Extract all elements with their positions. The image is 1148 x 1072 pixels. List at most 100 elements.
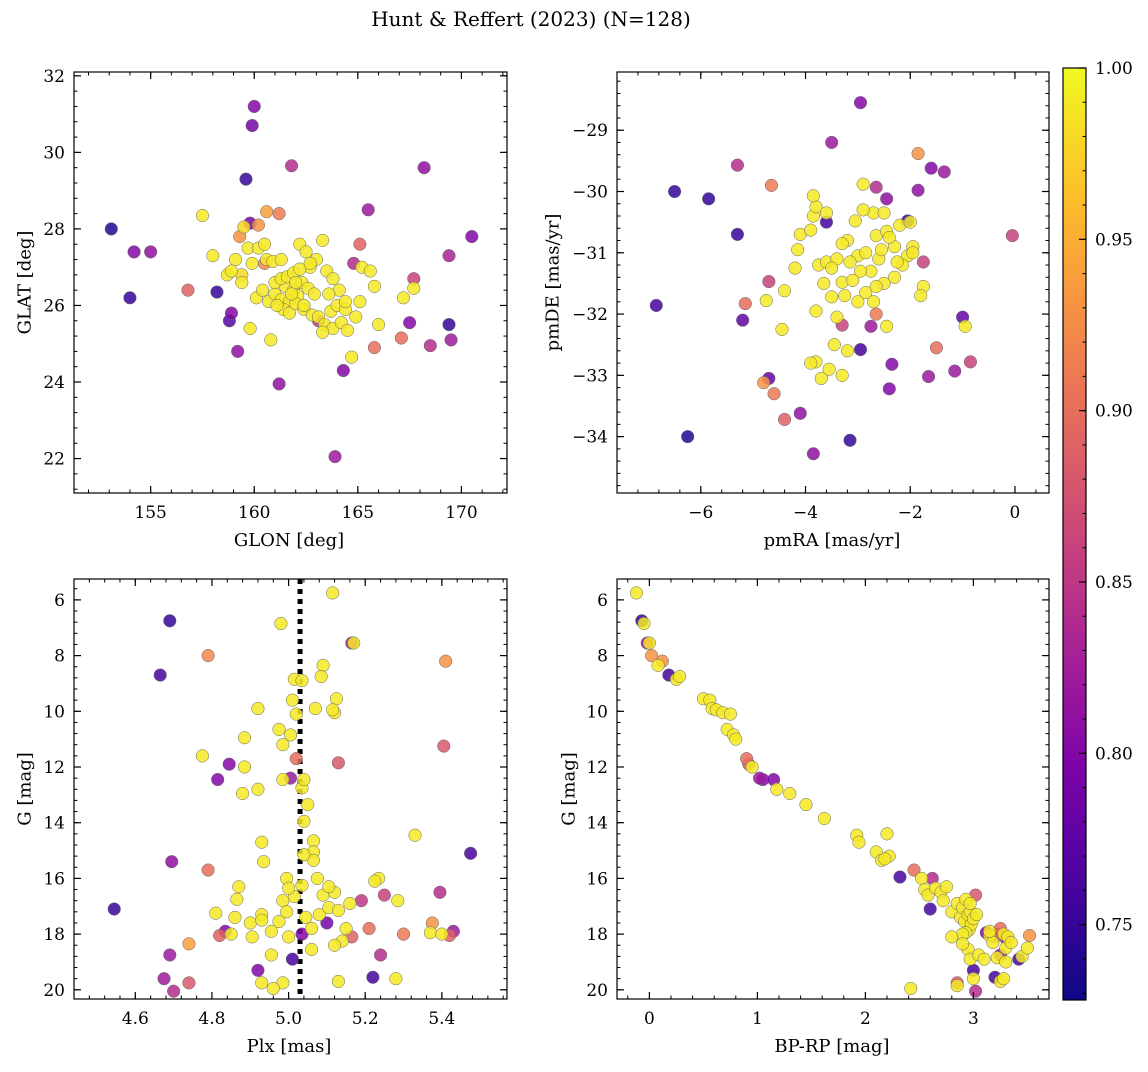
y-tick-label: −29 [572, 121, 608, 141]
parallax-magnitude-panel: 4.6 4.8 5.0 5.2 5.4 6 8 10 12 14 16 18 20 Plx [mas] G … [14, 578, 508, 1057]
axes-frame [616, 71, 1050, 494]
data-point [231, 344, 245, 358]
data-point [819, 206, 834, 220]
data-point [442, 249, 456, 263]
y-axis-label: GLAT [deg] [14, 231, 35, 335]
data-point [367, 279, 381, 293]
data-point [329, 692, 344, 706]
y-axis-label: G [mag] [14, 752, 35, 825]
data-point [859, 286, 873, 300]
data-point [274, 617, 288, 631]
data-point [195, 749, 209, 763]
data-point [251, 701, 265, 716]
data-point [817, 276, 831, 290]
data-point [367, 341, 381, 355]
data-point [299, 910, 313, 924]
data-point [289, 752, 303, 766]
data-point [322, 880, 336, 894]
data-point [251, 782, 265, 796]
data-point [345, 350, 359, 364]
data-point [316, 233, 330, 247]
data-point [301, 798, 315, 812]
data-point [374, 948, 388, 962]
data-point [759, 294, 773, 308]
data-point [970, 908, 984, 922]
data-point [236, 786, 250, 801]
data-point [276, 772, 290, 787]
data-point [165, 855, 179, 869]
data-point [328, 938, 342, 952]
data-point [320, 916, 334, 930]
data-point [340, 323, 355, 337]
data-point [804, 223, 818, 237]
data-point [859, 246, 873, 260]
data-point [853, 96, 868, 110]
data-point [167, 984, 181, 998]
data-point [361, 203, 375, 217]
data-point [822, 362, 836, 376]
data-point [853, 343, 868, 357]
data-point [788, 261, 802, 275]
data-point [314, 669, 328, 684]
data-point [153, 668, 167, 682]
data-point [916, 255, 930, 269]
data-point [297, 848, 311, 862]
data-point [730, 158, 744, 172]
y-tick-label: 8 [54, 647, 65, 667]
data-point [396, 291, 410, 305]
y-tick-label: 8 [597, 647, 608, 667]
data-point [285, 693, 299, 707]
data-point [245, 119, 259, 133]
data-point [181, 283, 195, 297]
data-point [264, 948, 278, 962]
data-point [354, 894, 368, 908]
data-point [255, 283, 270, 297]
x-axis-label: pmRA [mas/yr] [764, 530, 901, 551]
data-point [1004, 935, 1018, 950]
data-point [336, 363, 350, 378]
data-point [224, 264, 238, 278]
data-point [222, 757, 236, 771]
data-point [830, 310, 844, 324]
colorbar-tick-label: 1.00 [1095, 59, 1133, 79]
data-point [963, 355, 978, 369]
x-tick-label: 5.4 [428, 1009, 455, 1029]
data-point [353, 295, 367, 309]
y-tick-label: 26 [43, 296, 65, 316]
data-point [999, 955, 1013, 969]
data-point [305, 921, 319, 936]
data-point [433, 885, 447, 899]
data-point [284, 159, 299, 173]
data-point [887, 270, 902, 284]
data-point [284, 287, 299, 301]
data-point [245, 256, 259, 270]
data-point [272, 722, 286, 736]
data-point [843, 433, 857, 447]
data-point [762, 275, 776, 289]
data-point [274, 252, 288, 267]
colorbar-tick-label: 0.80 [1095, 744, 1133, 764]
y-tick-label: 16 [43, 869, 65, 889]
data-point [923, 902, 937, 916]
y-tick-label: 12 [43, 758, 65, 778]
data-point [856, 203, 870, 217]
data-point [255, 976, 269, 990]
colorbar-tick-label: 0.90 [1095, 402, 1133, 422]
data-point [825, 135, 839, 150]
data-point [368, 874, 382, 888]
data-point [206, 249, 220, 263]
data-point [408, 828, 422, 842]
x-tick-label: 165 [342, 503, 374, 523]
data-point [956, 937, 970, 951]
data-point [966, 972, 980, 986]
data-point [629, 586, 643, 600]
data-point [312, 908, 326, 922]
data-point [806, 447, 820, 461]
colorbar-tick-label: 0.85 [1095, 573, 1133, 593]
data-point [723, 707, 737, 721]
data-point [729, 732, 743, 746]
data-point [969, 984, 983, 998]
data-point [907, 863, 921, 877]
data-point [783, 786, 797, 801]
